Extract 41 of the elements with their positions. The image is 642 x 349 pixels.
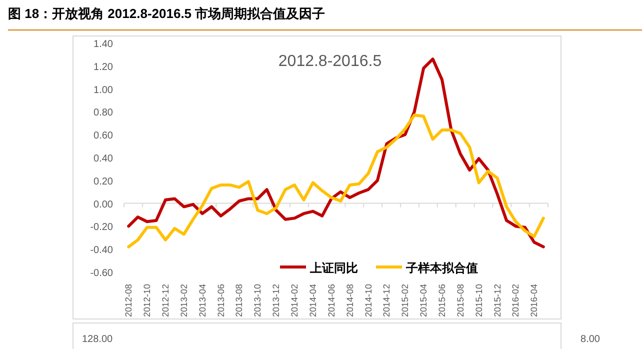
line-series <box>127 114 545 248</box>
x-tick-label: 2014-10 <box>363 284 374 317</box>
y-tick-label: 1.40 <box>94 39 114 50</box>
x-tick-label: 2014-08 <box>344 284 355 317</box>
x-tick-label: 2015-04 <box>418 284 429 317</box>
text: 8.00 <box>580 334 600 345</box>
x-tick-label: 2014-02 <box>290 284 300 317</box>
x-tick-label: 2015-06 <box>437 284 447 317</box>
x-tick-label: 2016-02 <box>510 284 521 317</box>
y-tick-label: -0.60 <box>90 268 114 279</box>
y-tick-label: 0.20 <box>94 176 114 188</box>
y-tick-label: 0.00 <box>94 199 114 210</box>
x-tick-label: 2012-10 <box>142 284 152 317</box>
x-tick-label: 2014-04 <box>308 284 318 317</box>
y-tick-label: 0.80 <box>94 108 114 119</box>
x-tick-label: 2016-04 <box>529 284 540 317</box>
legend-label: 上证同比 <box>309 261 358 275</box>
x-tick-label: 2014-06 <box>326 284 336 317</box>
x-tick-label: 2013-12 <box>271 284 282 317</box>
x-tick-label: 2015-10 <box>474 284 484 317</box>
y-tick-label: -0.40 <box>90 245 114 256</box>
x-tick-label: 2012-12 <box>160 284 170 317</box>
y-tick-label: -0.20 <box>90 222 114 234</box>
y-tick-label: 0.40 <box>94 154 114 164</box>
x-tick-label: 2013-02 <box>178 284 189 317</box>
text: 128.00 <box>82 334 114 345</box>
y-tick-label: 0.60 <box>94 130 114 142</box>
y-tick-label: 1.00 <box>94 84 114 96</box>
x-tick-label: 2014-12 <box>382 284 392 317</box>
x-tick-label: 2012-08 <box>124 284 134 317</box>
x-tick-label: 2013-04 <box>197 284 208 317</box>
x-tick-label: 2013-08 <box>234 284 244 317</box>
x-tick-label: 2013-06 <box>216 284 226 317</box>
chart-title: 图 18：开放视角 2012.8-2016.5 市场周期拟合值及因子 <box>8 6 326 21</box>
text: 2012.8-2016.5 <box>278 53 382 70</box>
x-tick-label: 2013-10 <box>252 284 263 317</box>
x-tick-label: 2015-08 <box>455 284 466 317</box>
y-tick-label: 1.20 <box>94 62 114 73</box>
legend-label: 子样本拟合值 <box>405 261 478 275</box>
x-tick-label: 2015-12 <box>492 284 502 317</box>
x-tick-label: 2015-02 <box>400 284 410 317</box>
